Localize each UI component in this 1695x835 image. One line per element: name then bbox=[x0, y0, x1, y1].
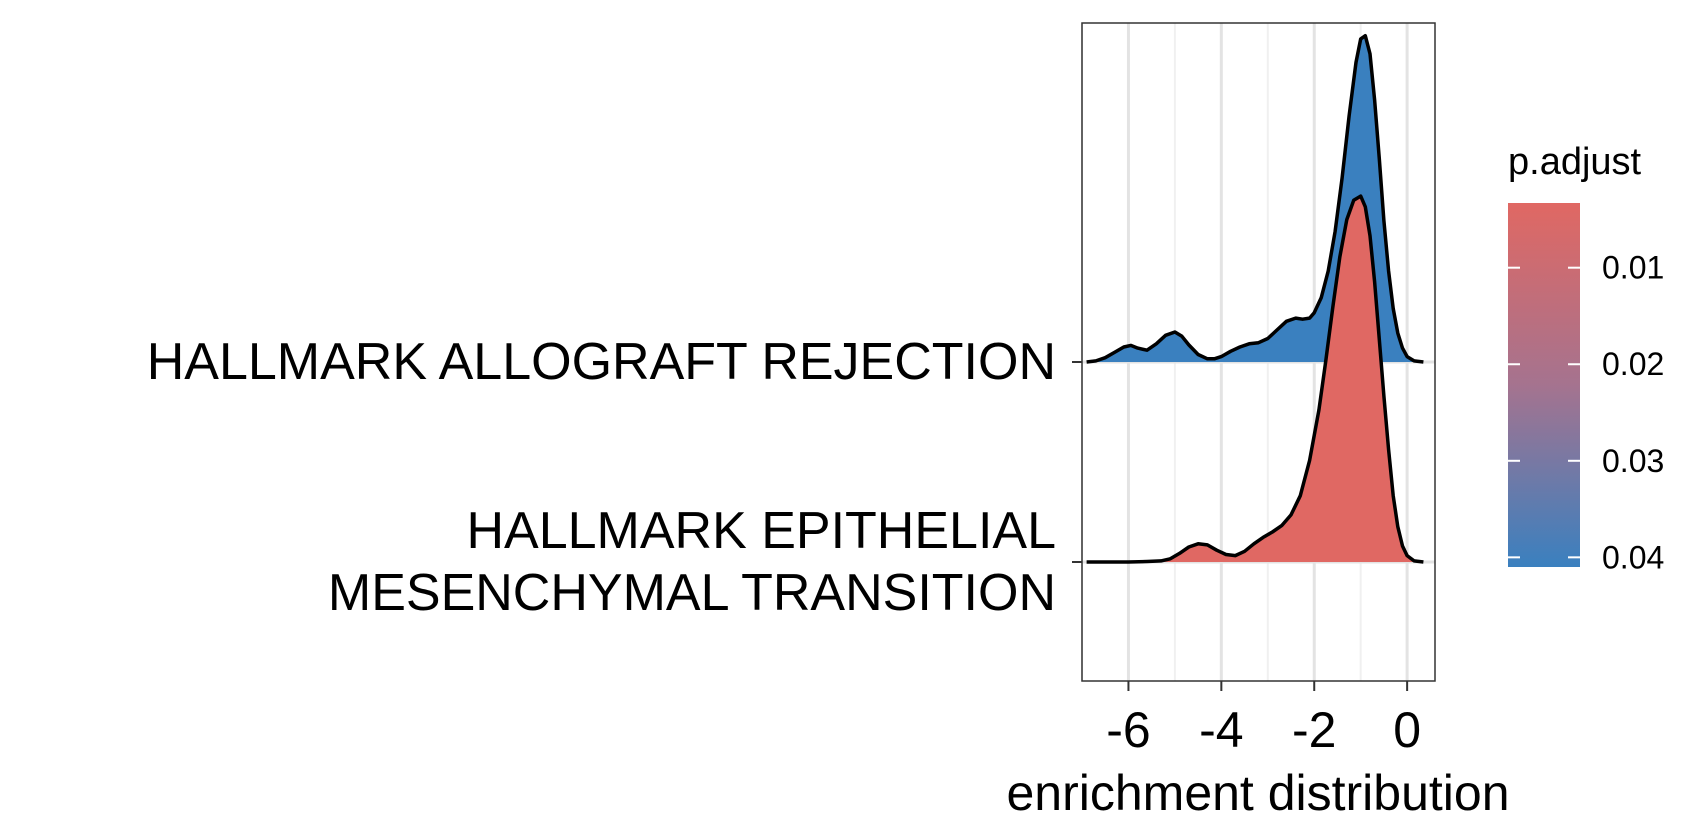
x-axis-ticks bbox=[1127, 681, 1409, 691]
legend-title: p.adjust bbox=[1508, 141, 1642, 183]
legend-tick-label: 0.04 bbox=[1602, 539, 1664, 575]
y-axis-ticks bbox=[1072, 361, 1082, 563]
legend-colorbar bbox=[1508, 203, 1580, 567]
y-axis-label: HALLMARK ALLOGRAFT REJECTION bbox=[147, 333, 1056, 391]
x-axis-title: enrichment distribution bbox=[1006, 765, 1509, 821]
legend-tick-label: 0.01 bbox=[1602, 250, 1664, 286]
density-outline bbox=[1086, 194, 1424, 564]
x-tick-label: -4 bbox=[1199, 702, 1243, 758]
plot-panel-border bbox=[1081, 22, 1436, 682]
x-tick-label: -6 bbox=[1106, 702, 1150, 758]
x-axis-tick-labels: -6 -4 -2 0 bbox=[1106, 702, 1421, 758]
legend-ticks: 0.01 0.02 0.03 0.04 bbox=[1508, 250, 1664, 575]
density-ridges bbox=[1086, 33, 1424, 564]
density-fill bbox=[1086, 196, 1424, 562]
y-axis-label: MESENCHYMAL TRANSITION bbox=[328, 564, 1056, 622]
y-axis-label: HALLMARK EPITHELIAL bbox=[466, 502, 1056, 560]
x-tick-label: -2 bbox=[1292, 702, 1336, 758]
legend-tick-label: 0.02 bbox=[1602, 346, 1664, 382]
legend: p.adjust 0.01 0.02 0.03 0.04 bbox=[1508, 141, 1664, 575]
x-tick-label: 0 bbox=[1393, 702, 1421, 758]
density-outline bbox=[1086, 33, 1424, 364]
y-axis-labels: HALLMARK ALLOGRAFT REJECTION HALLMARK EPI… bbox=[147, 333, 1056, 622]
legend-tick-label: 0.03 bbox=[1602, 443, 1664, 479]
